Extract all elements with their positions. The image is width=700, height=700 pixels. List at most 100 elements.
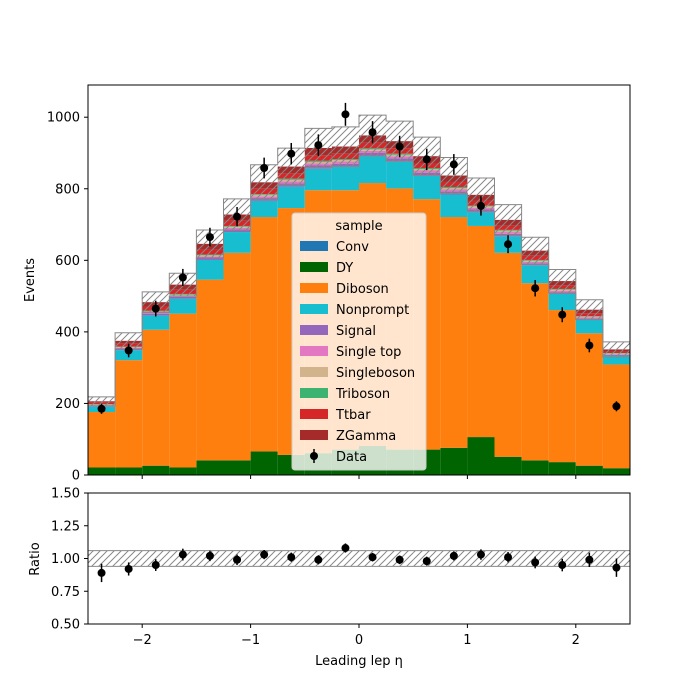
bar (548, 293, 576, 311)
bar (386, 161, 414, 189)
ratio-uncertainty-bin (88, 550, 116, 567)
bar (196, 279, 224, 461)
ratio-point (314, 555, 323, 564)
x-tick-label: 2 (572, 633, 580, 648)
bar (142, 329, 170, 466)
ratio-uncertainty-bin (115, 550, 143, 567)
legend-item: DY (300, 261, 353, 276)
bar (521, 283, 549, 461)
legend-title: sample (335, 219, 382, 234)
ratio-uncertainty-bin (142, 550, 170, 567)
legend-swatch (300, 325, 328, 335)
legend-swatch (300, 283, 328, 293)
legend-item: Nonprompt (300, 303, 409, 318)
bar (142, 315, 170, 330)
bar (304, 168, 332, 191)
ratio-y-tick-label: 1.00 (51, 552, 80, 567)
bar (521, 265, 549, 284)
uncertainty-bin (521, 237, 549, 265)
bar (575, 465, 603, 475)
bar (196, 259, 224, 280)
legend-label: Single top (336, 345, 401, 360)
data-point (449, 160, 458, 169)
bar (494, 456, 522, 475)
bar (440, 217, 468, 448)
ratio-point (585, 555, 594, 564)
bar (250, 451, 278, 475)
ratio-uncertainty-band (88, 550, 630, 567)
bar (88, 467, 116, 475)
ratio-points (97, 543, 621, 583)
legend-label: Signal (336, 324, 376, 339)
legend-item: Signal (300, 324, 376, 339)
bar (115, 360, 143, 468)
ratio-point (287, 553, 296, 562)
legend-swatch (300, 367, 328, 377)
ratio-y-ticks: 0.50 0.75 1.00 1.25 1.50 (51, 487, 88, 633)
x-tick-label: 1 (463, 633, 471, 648)
ratio-point (260, 550, 269, 559)
legend-item: Conv (300, 240, 369, 255)
y-tick-label: 400 (55, 325, 80, 340)
ratio-point (124, 564, 133, 573)
ratio-point (531, 558, 540, 567)
y-tick-label: 0 (72, 469, 80, 484)
data-point (205, 233, 214, 242)
ratio-y-tick-label: 1.25 (51, 519, 80, 534)
ratio-point (395, 555, 404, 564)
data-point (504, 240, 513, 249)
uncertainty-bin (548, 269, 576, 293)
data-point (368, 128, 377, 137)
bar (575, 333, 603, 466)
bar (169, 313, 197, 468)
x-tick-label: −1 (241, 633, 260, 648)
data-point (97, 404, 106, 413)
bar (115, 467, 143, 475)
data-point (531, 284, 540, 293)
bar (575, 319, 603, 334)
ratio-plot: 0.50 0.75 1.00 1.25 1.50 −2 −1 0 1 2 (51, 487, 631, 648)
ratio-point (504, 553, 513, 562)
legend-swatch (300, 430, 328, 440)
data-point (612, 402, 621, 411)
ratio-point (476, 550, 485, 559)
ratio-point (612, 563, 621, 572)
ratio-uncertainty-bin (331, 550, 359, 567)
data-point (422, 155, 431, 164)
legend-label: DY (336, 261, 353, 276)
bar (223, 232, 251, 253)
bar (250, 200, 278, 218)
legend-item: Diboson (300, 282, 389, 297)
x-tick-label: 0 (355, 633, 363, 648)
legend-item: Singleboson (300, 366, 415, 381)
ratio-y-tick-label: 1.50 (51, 487, 80, 502)
legend-box (291, 212, 427, 471)
ratio-point (341, 544, 350, 553)
data-point (476, 201, 485, 210)
legend-label: Conv (336, 240, 369, 255)
data-point (585, 341, 594, 350)
legend-item-data: Data (310, 449, 367, 465)
ratio-y-tick-label: 0.75 (51, 585, 80, 600)
bar (602, 364, 630, 469)
legend-label: Triboson (335, 387, 390, 402)
ratio-point (205, 551, 214, 560)
legend-swatch (300, 346, 328, 356)
ratio-point (97, 568, 106, 577)
ratio-y-tick-label: 0.50 (51, 618, 80, 633)
uncertainty-bin (331, 126, 359, 167)
uncertainty-bin (602, 341, 630, 357)
bar (602, 468, 630, 475)
bar (548, 462, 576, 475)
ratio-point (233, 555, 242, 564)
bar (494, 252, 522, 457)
data-points (97, 102, 621, 414)
bar (223, 252, 251, 461)
bar (169, 296, 197, 299)
bar (277, 186, 305, 209)
legend-label: Singleboson (336, 366, 415, 381)
bar (440, 447, 468, 475)
bar (169, 467, 197, 475)
y-tick-label: 1000 (47, 111, 80, 126)
